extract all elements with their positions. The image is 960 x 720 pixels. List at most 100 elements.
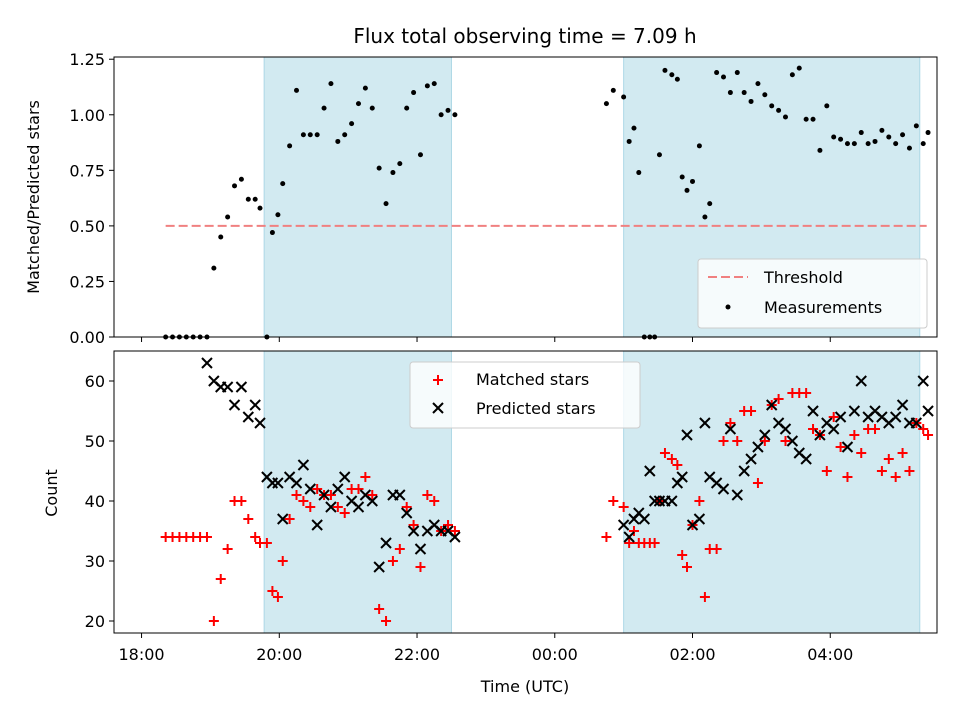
matched-point bbox=[890, 472, 901, 482]
measurement-point bbox=[865, 141, 871, 147]
predicted-point bbox=[235, 381, 248, 393]
measurement-point bbox=[621, 94, 627, 100]
matched-point bbox=[821, 466, 832, 476]
measurement-point bbox=[702, 214, 708, 220]
x-tick-label: 20:00 bbox=[256, 645, 302, 664]
matched-point bbox=[429, 496, 440, 506]
x-tick-label: 00:00 bbox=[532, 645, 578, 664]
predicted-point bbox=[699, 417, 711, 429]
predicted-point bbox=[648, 495, 661, 507]
matched-point bbox=[353, 484, 364, 494]
matched-point bbox=[835, 442, 846, 452]
x-tick-label: 22:00 bbox=[394, 645, 440, 664]
predicted-point bbox=[394, 489, 406, 501]
predicted-point bbox=[623, 531, 635, 543]
matched-point bbox=[236, 496, 247, 506]
predicted-point bbox=[922, 405, 934, 417]
bottom-y-axis-label: Count bbox=[42, 469, 61, 517]
measurement-point bbox=[245, 196, 251, 202]
predicted-point bbox=[681, 429, 693, 441]
measurement-point bbox=[776, 107, 782, 113]
matched-point bbox=[394, 544, 405, 554]
measurement-point bbox=[431, 81, 437, 87]
matched-point bbox=[250, 532, 261, 542]
measurement-point bbox=[275, 212, 281, 218]
matched-point bbox=[699, 592, 710, 602]
predicted-point bbox=[786, 435, 799, 447]
matched-point bbox=[780, 436, 791, 446]
matched-point bbox=[773, 394, 784, 404]
bottom-axes-frame bbox=[113, 350, 938, 634]
matched-point bbox=[828, 412, 839, 422]
matched-point bbox=[918, 424, 929, 434]
predicted-point bbox=[414, 543, 427, 555]
matched-point bbox=[401, 502, 412, 512]
top-y-tick-label: 0.00 bbox=[69, 328, 105, 347]
measurement-point bbox=[674, 76, 680, 82]
matched-point bbox=[666, 454, 677, 464]
matched-point bbox=[291, 490, 302, 500]
measurement-point bbox=[769, 103, 775, 109]
measurement-point bbox=[879, 127, 885, 133]
measurement-point bbox=[690, 178, 696, 184]
predicted-point bbox=[717, 483, 730, 495]
measurement-point bbox=[734, 70, 740, 76]
measurement-point bbox=[269, 230, 275, 236]
measurement-point bbox=[886, 134, 892, 140]
matched-point bbox=[649, 538, 660, 548]
measurement-point bbox=[851, 141, 857, 147]
x-tick-label: 02:00 bbox=[669, 645, 715, 664]
matched-point bbox=[897, 448, 908, 458]
legend-matched-label: Matched stars bbox=[476, 370, 589, 389]
measurement-point bbox=[328, 81, 334, 87]
matched-point bbox=[628, 526, 639, 536]
bottom-legend-box bbox=[409, 361, 641, 429]
predicted-point bbox=[731, 489, 743, 501]
measurement-point bbox=[762, 92, 768, 98]
matched-point bbox=[305, 502, 316, 512]
matched-point bbox=[732, 436, 743, 446]
measurement-point bbox=[872, 138, 878, 144]
measurement-point bbox=[211, 265, 217, 271]
measurement-point bbox=[831, 134, 837, 140]
predicted-point bbox=[834, 411, 847, 423]
matched-point bbox=[381, 616, 392, 626]
matched-point bbox=[298, 496, 309, 506]
measurement-point bbox=[817, 147, 823, 153]
bottom-observing-window bbox=[623, 350, 921, 634]
predicted-point bbox=[304, 483, 316, 495]
predicted-point bbox=[254, 417, 266, 429]
matched-point bbox=[443, 520, 454, 530]
top-y-tick-label: 0.25 bbox=[69, 272, 105, 291]
predicted-point bbox=[889, 411, 902, 423]
matched-point bbox=[261, 538, 272, 548]
predicted-point bbox=[332, 483, 344, 495]
predicted-point bbox=[290, 477, 303, 489]
measurement-point bbox=[218, 234, 224, 240]
predicted-point bbox=[318, 489, 330, 501]
measurement-point bbox=[307, 132, 313, 138]
measurement-point bbox=[636, 170, 642, 176]
matched-point bbox=[883, 454, 894, 464]
matched-point bbox=[360, 472, 371, 482]
matched-point bbox=[659, 448, 670, 458]
measurement-point bbox=[679, 174, 685, 180]
matched-point bbox=[694, 496, 705, 506]
predicted-point bbox=[325, 501, 337, 513]
matched-point bbox=[422, 490, 433, 500]
matched-point bbox=[752, 478, 763, 488]
matched-point bbox=[387, 556, 398, 566]
top-axes-frame bbox=[113, 56, 938, 338]
measurement-point bbox=[838, 136, 844, 142]
bottom-y-tick-label: 30 bbox=[85, 552, 105, 571]
legend-predicted-label: Predicted stars bbox=[476, 399, 596, 418]
measurement-point bbox=[417, 152, 423, 158]
top-y-tick-label: 1.25 bbox=[69, 50, 105, 69]
matched-point bbox=[808, 424, 819, 434]
top-legend: Threshold Measurements bbox=[697, 258, 928, 329]
chart-title: Flux total observing time = 7.09 h bbox=[353, 24, 696, 48]
x-axis-label: Time (UTC) bbox=[480, 677, 569, 696]
predicted-point bbox=[311, 519, 323, 531]
measurement-point bbox=[669, 72, 675, 78]
